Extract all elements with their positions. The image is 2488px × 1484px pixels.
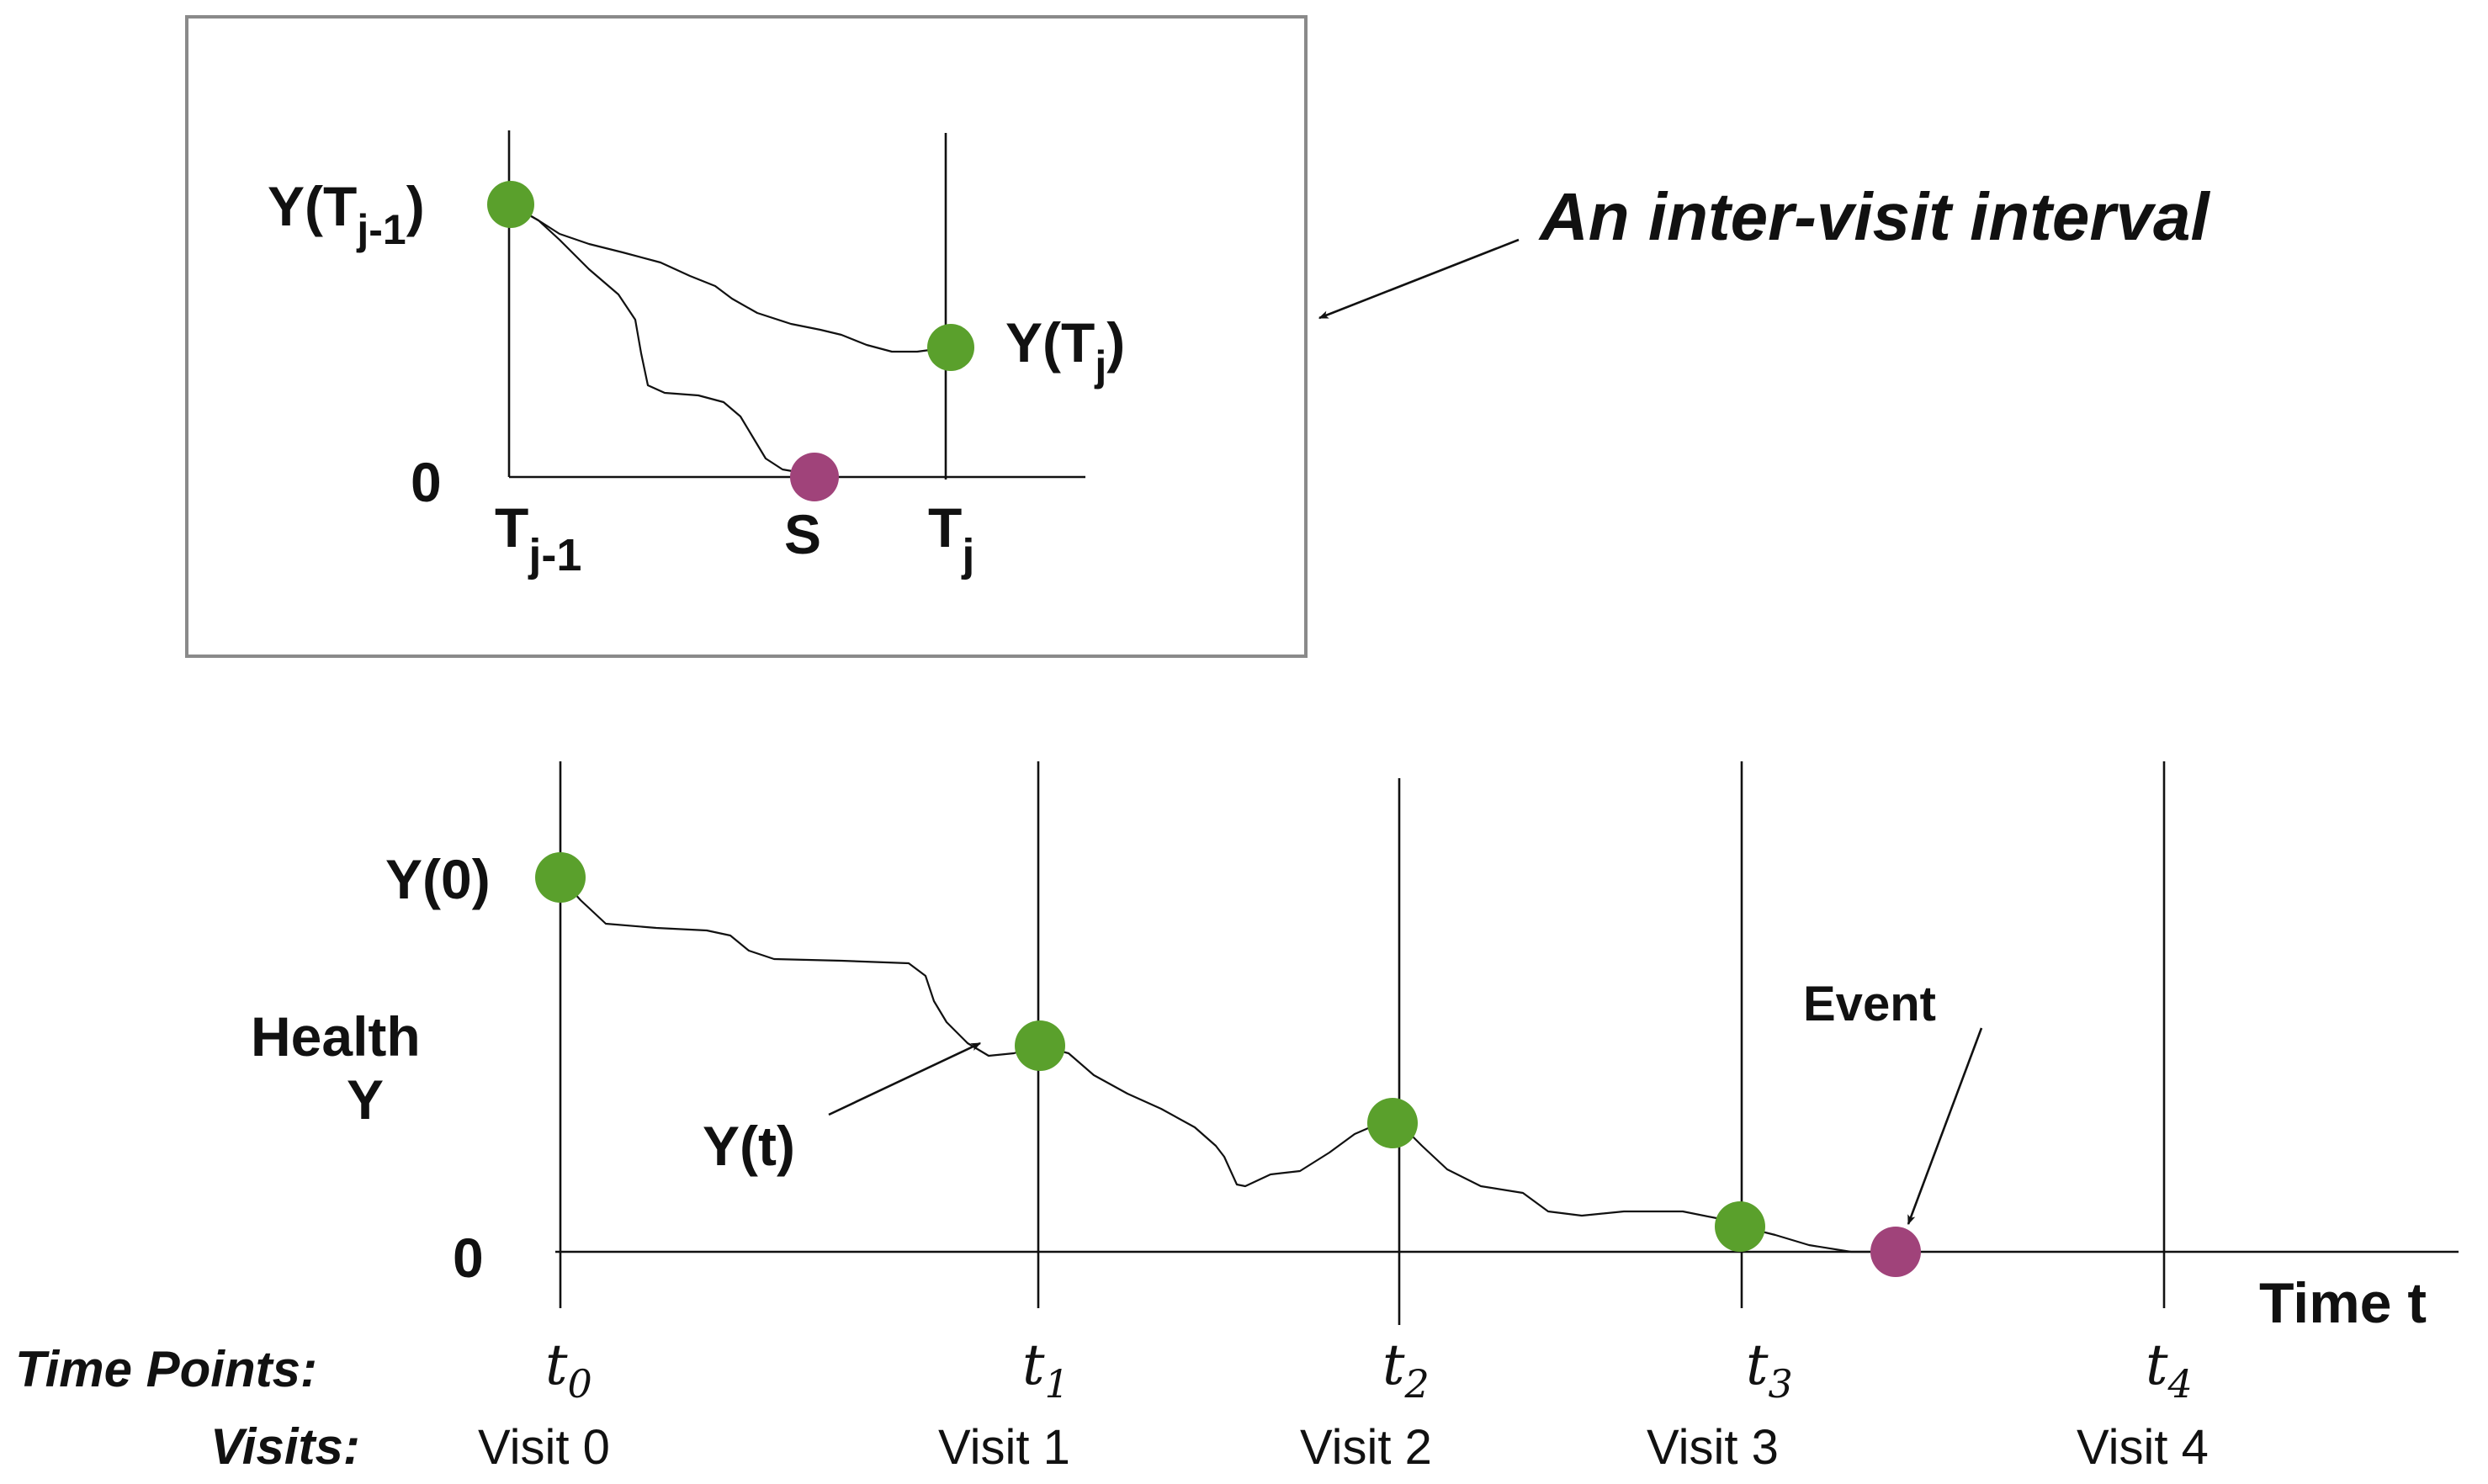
event-dot	[1870, 1227, 1921, 1277]
time-point-4: t4	[2146, 1333, 2193, 1407]
visit-label-2: Visit 2	[1300, 1420, 1432, 1475]
inset-border	[185, 15, 1308, 658]
visit-dot-3	[1715, 1201, 1765, 1252]
main-plot: Y(0) Health Y 0 Y(t) Event Time t	[251, 761, 2459, 1335]
inset-path-to-next-visit	[510, 204, 950, 353]
inset-s-label: S	[784, 503, 821, 565]
yt-arrow	[828, 1041, 982, 1116]
inset-event-dot	[790, 453, 839, 501]
visit-dot-1	[1015, 1020, 1065, 1071]
yt-label: Y(t)	[703, 1115, 795, 1177]
visit-label-0: Visit 0	[478, 1420, 610, 1475]
health-trajectory	[560, 877, 1893, 1253]
time-point-3: t3	[1746, 1333, 1793, 1407]
time-points-row: Time Points: t0 t1 t2 t3 t4	[15, 1333, 2193, 1407]
inset-y-cur-label: Y(Tj)	[1005, 311, 1125, 390]
event-label: Event	[1803, 977, 1936, 1031]
callout-arrow	[1318, 238, 1520, 320]
visit-label-1: Visit 1	[938, 1420, 1070, 1475]
inset-y-prev-label: Y(Tj-1)	[268, 175, 425, 253]
event-arrow	[1907, 1027, 1983, 1226]
inset-t-prev-label: Tj-1	[495, 496, 581, 580]
visits-row: Visits: Visit 0 Visit 1 Visit 2 Visit 3 …	[210, 1418, 2209, 1475]
time-point-0: t0	[545, 1333, 592, 1407]
time-axis-label: Time t	[2259, 1271, 2427, 1335]
inset-start-visit-dot	[487, 181, 534, 228]
visits-row-label: Visits:	[210, 1418, 360, 1475]
inset-next-visit-dot	[927, 324, 974, 371]
visit-dot-0	[535, 852, 586, 903]
time-point-2: t2	[1382, 1333, 1430, 1407]
inset-t-cur-label: Tj	[928, 496, 974, 580]
y0-label: Y(0)	[385, 848, 491, 910]
inset-path-to-event	[510, 204, 817, 477]
visit-dot-2	[1367, 1098, 1418, 1148]
health-label-line1: Health	[251, 1005, 421, 1068]
inset-zero-label: 0	[411, 451, 442, 513]
time-points-row-label: Time Points:	[15, 1341, 317, 1397]
time-point-1: t1	[1022, 1333, 1069, 1407]
inset-panel: Y(Tj-1) Y(Tj) 0 Tj-1 S Tj	[185, 15, 1308, 658]
callout-label: An inter-visit interval	[1538, 179, 2211, 254]
health-label-line2: Y	[347, 1068, 384, 1131]
main-zero-label: 0	[453, 1227, 484, 1289]
visit-label-3: Visit 3	[1647, 1420, 1779, 1475]
visit-label-4: Visit 4	[2077, 1420, 2209, 1475]
